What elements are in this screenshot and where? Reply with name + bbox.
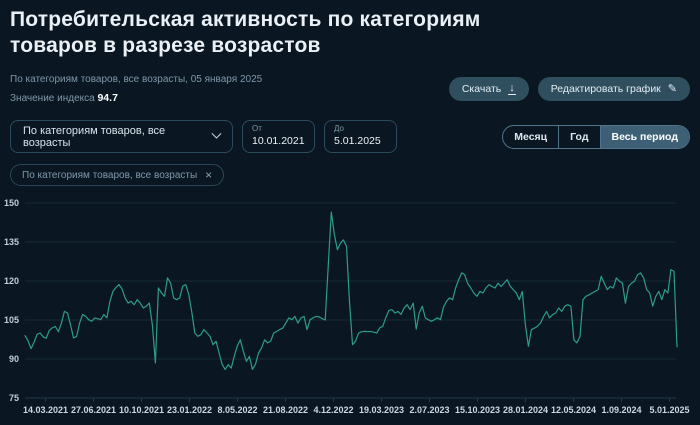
filter-chip[interactable]: По категориям товаров, все возрасты ×	[10, 164, 225, 186]
date-to-value: 5.01.2025	[334, 135, 381, 147]
index-value-label: Значение индекса	[10, 93, 95, 104]
category-select-value: По категориям товаров, все возрасты	[23, 124, 166, 149]
meta-row: По категориям товаров, все возрасты, 05 …	[10, 74, 690, 104]
download-icon: ↓	[508, 81, 516, 95]
y-axis-tick-label: 135	[4, 237, 19, 247]
y-axis-tick-label: 120	[4, 276, 19, 286]
date-from-label: От	[252, 124, 262, 133]
x-axis-tick-label: 10.10.2021	[119, 405, 164, 415]
download-button[interactable]: Скачать ↓	[448, 77, 529, 101]
chart-subtitle: По категориям товаров, все возрасты, 05 …	[10, 74, 263, 85]
y-axis-tick-label: 150	[4, 198, 19, 208]
chip-close-icon[interactable]: ×	[205, 168, 213, 182]
x-axis-tick-label: 21.08.2022	[263, 405, 308, 415]
category-select[interactable]: По категориям товаров, все возрасты	[10, 120, 233, 153]
y-axis-tick-label: 90	[9, 354, 19, 364]
chevron-down-icon	[211, 128, 222, 139]
period-tab-2[interactable]: Весь период	[599, 125, 689, 148]
pencil-icon: ✎	[667, 82, 677, 95]
x-axis-tick-label: 12.05.2024	[551, 405, 596, 415]
filter-chip-label: По категориям товаров, все возрасты	[22, 169, 198, 181]
filter-row: По категориям товаров, все возрасты От 1…	[10, 120, 690, 153]
index-line	[24, 211, 678, 370]
y-axis-tick-label: 105	[4, 315, 19, 325]
period-tab-1[interactable]: Год	[558, 125, 599, 148]
x-axis-tick-label: 4.12.2022	[313, 405, 353, 415]
x-axis-tick-label: 28.01.2024	[503, 405, 548, 415]
x-axis-tick-label: 5.01.2025	[649, 405, 689, 415]
x-axis-tick-label: 23.01.2022	[167, 405, 212, 415]
date-to-label: До	[334, 124, 344, 133]
x-axis-tick-label: 15.10.2023	[455, 405, 500, 415]
edit-chart-button-label: Редактировать график	[550, 83, 661, 95]
x-axis-tick-label: 8.05.2022	[217, 405, 257, 415]
x-axis-tick-label: 14.03.2021	[23, 405, 68, 415]
index-value-line: Значение индекса 94.7	[10, 92, 262, 104]
activity-line-chart[interactable]: 75 90 105 120 135 150 14.03.2021 27.06.2021 10.1…	[0, 195, 690, 425]
period-tab-0[interactable]: Месяц	[514, 130, 548, 143]
x-axis-tick-label: 19.03.2023	[359, 405, 404, 415]
date-from-value: 10.01.2021	[252, 135, 305, 147]
x-axis-tick-label: 27.06.2021	[71, 405, 116, 415]
period-toggle: Месяц Год Весь период	[502, 124, 690, 149]
date-to-field[interactable]: До 5.01.2025	[324, 120, 397, 153]
x-axis-tick-label: 1.09.2024	[601, 405, 641, 415]
date-from-field[interactable]: От 10.01.2021	[242, 120, 315, 153]
y-axis-tick-label: 75	[9, 393, 19, 403]
edit-chart-button[interactable]: Редактировать график ✎	[537, 77, 690, 101]
x-axis-tick-label: 2.07.2023	[409, 405, 449, 415]
download-button-label: Скачать	[461, 83, 502, 95]
index-value: 94.7	[97, 92, 118, 104]
page-title: Потребительская активность по категориям…	[10, 8, 481, 57]
